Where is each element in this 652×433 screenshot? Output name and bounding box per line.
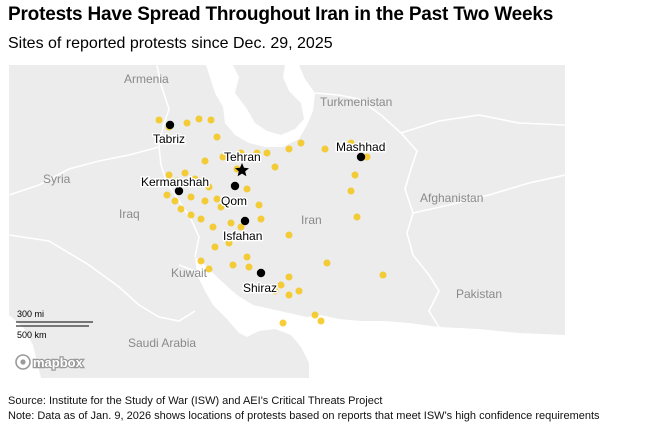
protest-marker (227, 219, 235, 227)
protest-marker (253, 149, 261, 157)
protest-marker (285, 145, 293, 153)
protest-marker (285, 231, 293, 239)
country-label: Syria (43, 172, 71, 186)
country-label: Kuwait (171, 266, 208, 280)
country-label: Turkmenistan (320, 95, 392, 109)
chart-title: Protests Have Spread Throughout Iran in … (8, 4, 554, 25)
caspian-sea (206, 65, 315, 147)
protest-marker (211, 243, 219, 251)
protest-marker (207, 116, 215, 124)
protest-marker (229, 261, 237, 269)
protest-marker (347, 139, 355, 147)
protest-sites (155, 115, 387, 327)
protest-marker (285, 273, 293, 281)
mapbox-logo: mapbox (15, 354, 85, 371)
protest-marker (257, 215, 265, 223)
protest-marker (297, 139, 305, 147)
source-note: Source: Institute for the Study of War (… (8, 395, 383, 407)
protest-marker (187, 211, 195, 219)
protest-marker (243, 185, 251, 193)
protest-marker (323, 259, 331, 267)
protest-marker (279, 319, 287, 327)
country-label: Armenia (124, 72, 169, 86)
city-marker-kermanshah (174, 186, 184, 196)
protest-marker (237, 149, 245, 157)
map-canvas: Armenia Turkmenistan Syria Afghanistan I… (9, 65, 565, 378)
protest-marker (219, 153, 227, 161)
protest-marker (183, 119, 191, 127)
city-marker-qom (230, 181, 240, 191)
protest-marker (177, 205, 185, 213)
protest-marker (285, 291, 293, 299)
protest-marker (163, 191, 171, 199)
protest-marker (351, 171, 359, 179)
city-marker-tabriz (165, 120, 175, 130)
protest-marker (213, 133, 221, 141)
mapbox-attribution: mapbox (33, 355, 84, 370)
protest-marker (243, 253, 251, 261)
protest-marker (255, 201, 263, 209)
country-label: Iran (301, 213, 322, 227)
protest-marker (197, 257, 205, 265)
data-note: Note: Data as of Jan. 9, 2026 shows loca… (8, 410, 600, 422)
protest-marker (271, 287, 279, 295)
protest-marker (197, 215, 205, 223)
protest-marker (263, 149, 271, 157)
protest-marker (245, 263, 253, 271)
city-label-isfahan: Isfahan (223, 229, 262, 243)
protest-marker (195, 115, 203, 123)
protest-marker (217, 203, 225, 211)
scale-bar: 300 mi 500 km (16, 309, 93, 340)
city-marker-shiraz (256, 268, 266, 278)
protest-marker (205, 265, 213, 273)
protest-marker (201, 177, 209, 185)
protest-marker (271, 163, 279, 171)
map: Armenia Turkmenistan Syria Afghanistan I… (9, 65, 565, 378)
protest-marker (191, 175, 199, 183)
country-label: Pakistan (456, 287, 502, 301)
chart-subtitle: Sites of reported protests since Dec. 29… (8, 35, 333, 52)
protest-marker (353, 213, 361, 221)
city-label-kermanshah: Kermanshah (141, 175, 209, 189)
protest-marker (379, 271, 387, 279)
country-label: Afghanistan (420, 191, 483, 205)
protest-marker (171, 197, 179, 205)
protest-marker (295, 287, 303, 295)
city-label-tabriz: Tabriz (153, 132, 185, 146)
protest-marker (187, 193, 195, 201)
protest-marker (201, 157, 209, 165)
country-label: Iraq (119, 207, 140, 221)
country-borders (9, 65, 565, 328)
protest-marker (237, 223, 245, 231)
protest-marker (201, 197, 209, 205)
protest-marker (317, 317, 325, 325)
country-label: Saudi Arabia (128, 336, 196, 350)
protest-marker (277, 281, 285, 289)
protest-marker (181, 169, 189, 177)
city-marker-mashhad (356, 152, 366, 162)
scale-miles-label: 300 mi (17, 309, 44, 319)
city-label-tehran: Tehran (224, 150, 261, 164)
protest-marker (205, 183, 213, 191)
protest-marker (321, 145, 329, 153)
protest-marker (213, 195, 221, 203)
city-label-shiraz: Shiraz (243, 281, 277, 295)
city-label-mashhad: Mashhad (336, 140, 385, 154)
protest-marker (209, 223, 217, 231)
city-marker-isfahan (240, 216, 250, 226)
city-label-qom: Qom (221, 194, 247, 208)
protest-marker (173, 177, 181, 185)
protest-marker (311, 311, 319, 319)
persian-gulf (195, 257, 565, 378)
protest-marker (363, 153, 371, 161)
scale-km-label: 500 km (17, 330, 47, 340)
protest-marker (225, 239, 233, 247)
protest-marker (347, 187, 355, 195)
tehran-capital-star (235, 163, 249, 177)
protest-marker (165, 171, 173, 179)
protest-marker (155, 116, 163, 124)
